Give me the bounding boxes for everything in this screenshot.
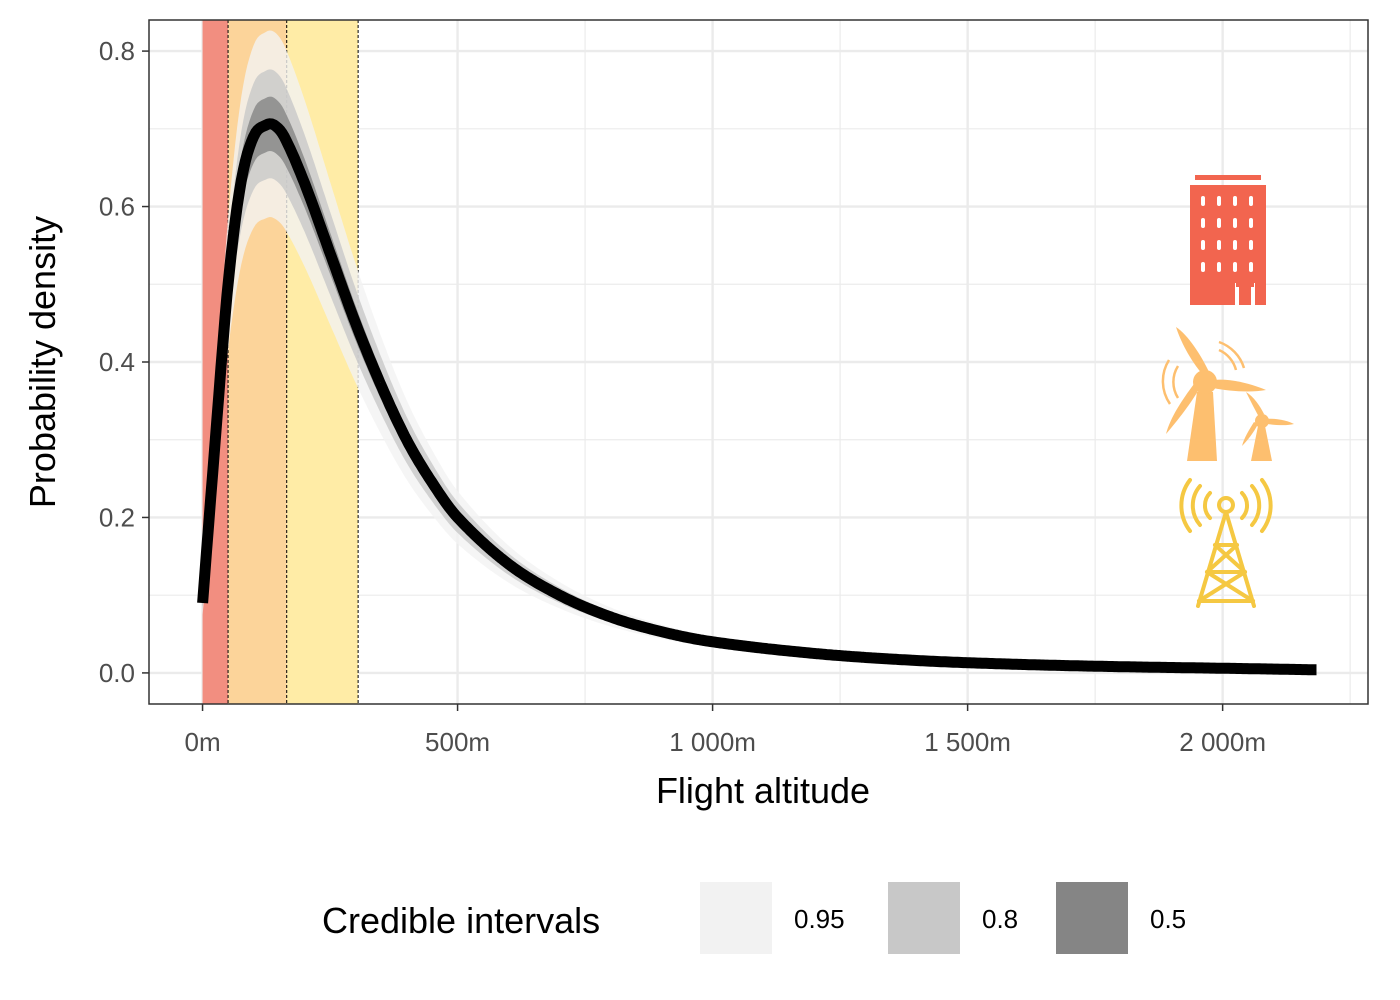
transmission-tower-icon — [1179, 478, 1273, 608]
y-axis-title: Probability density — [22, 216, 63, 508]
tower-legs — [1196, 510, 1256, 608]
legend-swatch-0.5 — [1056, 882, 1128, 954]
x-tick-label: 500m — [425, 727, 490, 757]
x-tick-label: 0m — [184, 727, 220, 757]
turbine-blade — [1166, 384, 1199, 434]
building-window — [1217, 218, 1221, 228]
y-tick-label: 0.2 — [99, 502, 135, 532]
building-window — [1233, 262, 1237, 272]
legend-label: 0.8 — [982, 904, 1018, 934]
density-curve — [197, 118, 1320, 676]
small-turbine-blade — [1242, 422, 1258, 446]
building-window — [1201, 262, 1205, 272]
legend-label: 0.5 — [1150, 904, 1186, 934]
y-axis: 0.0 0.2 0.4 0.6 0.8 — [99, 36, 149, 688]
band-icons — [1161, 175, 1294, 608]
building-window — [1201, 240, 1205, 250]
wind-turbine-icon — [1161, 327, 1294, 461]
legend-title: Credible intervals — [322, 900, 600, 941]
turbine-signal-arc — [1218, 348, 1238, 371]
turbine-signal-arc — [1172, 365, 1180, 399]
x-tick-label: 1 000m — [669, 727, 756, 757]
tower-signal-inner — [1202, 491, 1250, 520]
building-window — [1217, 240, 1221, 250]
legend-swatch-0.8 — [888, 882, 960, 954]
building-door-top — [1236, 283, 1254, 287]
legend: Credible intervals 0.95 0.8 0.5 — [322, 882, 1186, 954]
turbine-tower — [1187, 392, 1217, 461]
tower-bracing — [1197, 543, 1255, 603]
building-window — [1249, 218, 1253, 228]
building-window — [1249, 240, 1253, 250]
building-window — [1249, 262, 1253, 272]
legend-label: 0.95 — [794, 904, 845, 934]
x-axis: 0m 500m 1 000m 1 500m 2 000m — [184, 704, 1266, 757]
y-tick-label: 0.8 — [99, 36, 135, 66]
y-tick-label: 0.0 — [99, 658, 135, 688]
building-window — [1201, 218, 1205, 228]
building-icon — [1190, 175, 1266, 305]
building-window — [1233, 196, 1237, 206]
turbine-signal-arc — [1218, 340, 1246, 369]
tower-signal-middle — [1190, 484, 1262, 527]
turbine-signal-arc — [1161, 359, 1172, 405]
tower-signal-outer — [1179, 478, 1273, 533]
x-tick-label: 2 000m — [1179, 727, 1266, 757]
building-window — [1233, 240, 1237, 250]
small-turbine-tower — [1251, 426, 1272, 461]
building-window — [1249, 196, 1253, 206]
building-window — [1217, 262, 1221, 272]
tower-crossbars — [1197, 543, 1255, 603]
building-roof — [1195, 175, 1261, 180]
x-tick-label: 1 500m — [924, 727, 1011, 757]
small-turbine-blade — [1246, 392, 1264, 417]
turbine-blade — [1176, 327, 1209, 375]
building-window — [1217, 196, 1221, 206]
x-axis-title: Flight altitude — [656, 770, 870, 811]
building-window — [1233, 218, 1237, 228]
small-turbine-blade — [1267, 418, 1294, 426]
building-door-fill — [1239, 287, 1251, 305]
building-window — [1201, 196, 1205, 206]
turbine-hub — [1193, 370, 1217, 394]
small-turbine-hub — [1255, 414, 1269, 428]
y-tick-label: 0.4 — [99, 347, 135, 377]
y-tick-label: 0.6 — [99, 192, 135, 222]
turbine-blade — [1213, 379, 1266, 392]
legend-swatch-0.95 — [700, 882, 772, 954]
